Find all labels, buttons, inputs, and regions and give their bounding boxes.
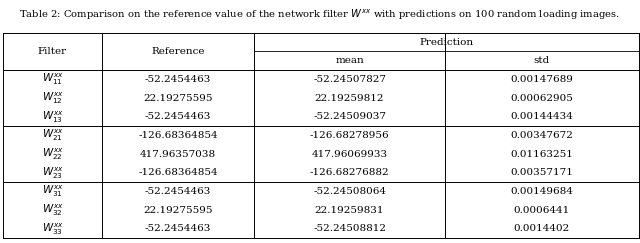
Text: Prediction: Prediction (419, 38, 474, 47)
Text: 0.00147689: 0.00147689 (510, 75, 573, 84)
Text: $W_{11}^{xx}$: $W_{11}^{xx}$ (42, 72, 63, 87)
Text: 22.19259812: 22.19259812 (315, 94, 384, 103)
Text: -52.24507827: -52.24507827 (313, 75, 386, 84)
Text: Reference: Reference (151, 47, 205, 56)
Text: -52.2454463: -52.2454463 (145, 224, 211, 233)
Text: $W_{12}^{xx}$: $W_{12}^{xx}$ (42, 90, 63, 106)
Text: -126.68364854: -126.68364854 (138, 131, 218, 140)
Text: 0.00062905: 0.00062905 (510, 94, 573, 103)
Text: 22.19259831: 22.19259831 (315, 206, 384, 215)
Text: mean: mean (335, 56, 364, 65)
Text: 22.19275595: 22.19275595 (143, 94, 212, 103)
Text: $W_{32}^{xx}$: $W_{32}^{xx}$ (42, 202, 63, 218)
Text: -126.68276882: -126.68276882 (310, 168, 389, 177)
Text: 0.0014402: 0.0014402 (514, 224, 570, 233)
Text: -52.24508064: -52.24508064 (313, 187, 386, 196)
Text: 417.96357038: 417.96357038 (140, 150, 216, 159)
Text: 417.96069933: 417.96069933 (312, 150, 388, 159)
Text: -52.2454463: -52.2454463 (145, 112, 211, 121)
Text: 0.00347672: 0.00347672 (510, 131, 573, 140)
Text: -52.24508812: -52.24508812 (313, 224, 386, 233)
Text: Table 2: Comparison on the reference value of the network filter $W^{xx}$ with p: Table 2: Comparison on the reference val… (19, 7, 621, 22)
Text: -52.2454463: -52.2454463 (145, 187, 211, 196)
Text: $W_{13}^{xx}$: $W_{13}^{xx}$ (42, 109, 63, 124)
Text: 0.00149684: 0.00149684 (510, 187, 573, 196)
Text: -52.2454463: -52.2454463 (145, 75, 211, 84)
Text: 0.01163251: 0.01163251 (510, 150, 573, 159)
Text: $W_{22}^{xx}$: $W_{22}^{xx}$ (42, 147, 63, 162)
Text: 22.19275595: 22.19275595 (143, 206, 212, 215)
Text: $W_{23}^{xx}$: $W_{23}^{xx}$ (42, 165, 63, 181)
Text: -126.68364854: -126.68364854 (138, 168, 218, 177)
Text: $W_{21}^{xx}$: $W_{21}^{xx}$ (42, 128, 63, 143)
Text: -126.68278956: -126.68278956 (310, 131, 389, 140)
Text: 0.0006441: 0.0006441 (514, 206, 570, 215)
Text: -52.24509037: -52.24509037 (313, 112, 386, 121)
Text: 0.00357171: 0.00357171 (510, 168, 573, 177)
Text: Filter: Filter (38, 47, 67, 56)
Text: 0.00144434: 0.00144434 (510, 112, 573, 121)
Text: $W_{31}^{xx}$: $W_{31}^{xx}$ (42, 184, 63, 199)
Text: $W_{33}^{xx}$: $W_{33}^{xx}$ (42, 221, 63, 236)
Text: std: std (534, 56, 550, 65)
